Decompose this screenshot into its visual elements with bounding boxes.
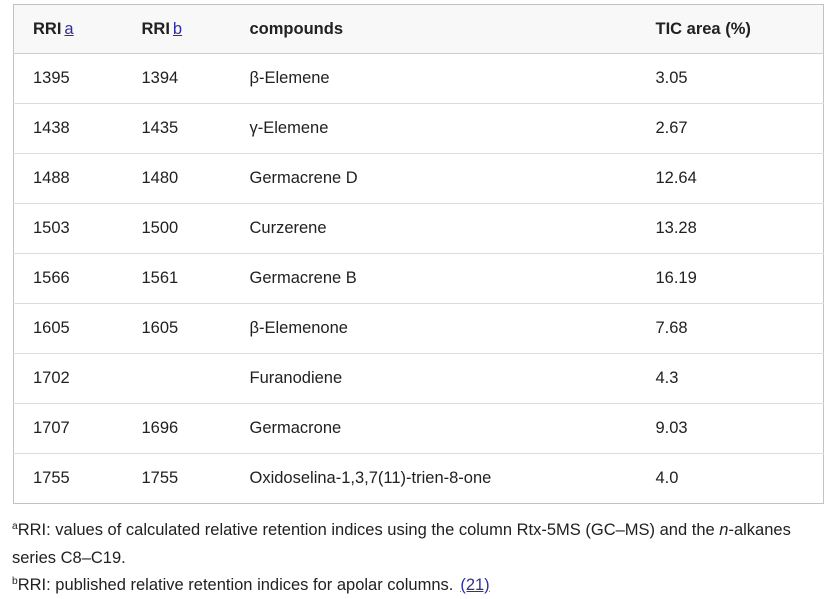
footnote-a-text: RRI: values of calculated relative reten… xyxy=(17,521,720,539)
cell-tic-area: 13.28 xyxy=(636,203,824,254)
footnote-a-text-end: -alkanes series C8–C19. xyxy=(12,521,791,567)
cell-rri-b: 1435 xyxy=(122,103,231,154)
header-rri-a-label: RRI xyxy=(33,19,62,38)
cell-tic-area: 7.68 xyxy=(636,303,824,354)
reference-link-21[interactable]: (21) xyxy=(460,576,490,594)
footnote-b-text: RRI: published relative retention indice… xyxy=(17,576,454,594)
cell-rri-b xyxy=(122,353,231,404)
cell-compound: Germacrone xyxy=(230,403,637,454)
cell-rri-b: 1500 xyxy=(122,203,231,254)
cell-rri-a: 1503 xyxy=(13,203,123,254)
cell-compound: Curzerene xyxy=(230,203,637,254)
cell-rri-a: 1566 xyxy=(13,253,123,304)
cell-rri-b: 1605 xyxy=(122,303,231,354)
cell-rri-a: 1605 xyxy=(13,303,123,354)
cell-tic-area: 12.64 xyxy=(636,153,824,204)
footnote-a-marker: a xyxy=(12,521,18,532)
cell-rri-a: 1438 xyxy=(13,103,123,154)
cell-rri-a: 1707 xyxy=(13,403,123,454)
cell-compound: Oxidoselina-1,3,7(11)-trien-8-one xyxy=(230,453,637,504)
cell-rri-a: 1488 xyxy=(13,153,123,204)
cell-tic-area: 4.3 xyxy=(636,353,824,404)
table-row: 1605 1605 β-Elemenone 7.68 xyxy=(13,303,824,354)
table-row: 1755 1755 Oxidoselina-1,3,7(11)-trien-8-… xyxy=(13,453,824,504)
table-row: 1395 1394 β-Elemene 3.05 xyxy=(13,53,824,104)
cell-rri-a: 1395 xyxy=(13,53,123,104)
footnote-a-italic-n: n xyxy=(719,521,729,539)
header-rri-b-label: RRI xyxy=(141,19,170,38)
table-row: 1503 1500 Curzerene 13.28 xyxy=(13,203,824,254)
table-header-row: RRI a RRI b compounds TIC area (%) xyxy=(13,4,824,54)
footnotes: aRRI: values of calculated relative rete… xyxy=(12,517,824,599)
footnote-link-a[interactable]: a xyxy=(64,19,74,38)
footnote-b: bRRI: published relative retention indic… xyxy=(12,572,824,599)
cell-rri-b: 1561 xyxy=(122,253,231,304)
cell-rri-a: 1702 xyxy=(13,353,123,404)
cell-tic-area: 16.19 xyxy=(636,253,824,304)
cell-tic-area: 2.67 xyxy=(636,103,824,154)
cell-tic-area: 9.03 xyxy=(636,403,824,454)
cell-rri-a: 1755 xyxy=(13,453,123,504)
header-compounds: compounds xyxy=(230,4,637,54)
cell-compound: Furanodiene xyxy=(230,353,637,404)
table-row: 1488 1480 Germacrene D 12.64 xyxy=(13,153,824,204)
cell-compound: Germacrene B xyxy=(230,253,637,304)
footnote-link-b[interactable]: b xyxy=(172,19,183,38)
header-rri-a: RRI a xyxy=(13,4,123,54)
cell-rri-b: 1755 xyxy=(122,453,231,504)
cell-rri-b: 1394 xyxy=(122,53,231,104)
footnote-a: aRRI: values of calculated relative rete… xyxy=(12,517,824,572)
cell-rri-b: 1480 xyxy=(122,153,231,204)
cell-compound: γ-Elemene xyxy=(230,103,637,154)
footnote-b-marker: b xyxy=(12,576,18,587)
cell-tic-area: 4.0 xyxy=(636,453,824,504)
table-row: 1438 1435 γ-Elemene 2.67 xyxy=(13,103,824,154)
table-row: 1707 1696 Germacrone 9.03 xyxy=(13,403,824,454)
cell-compound: β-Elemene xyxy=(230,53,637,104)
cell-tic-area: 3.05 xyxy=(636,53,824,104)
header-tic-area: TIC area (%) xyxy=(636,4,824,54)
table-row: 1702 Furanodiene 4.3 xyxy=(13,353,824,404)
compounds-table: RRI a RRI b compounds TIC area (%) 1395 13… xyxy=(13,4,824,504)
cell-rri-b: 1696 xyxy=(122,403,231,454)
cell-compound: Germacrene D xyxy=(230,153,637,204)
cell-compound: β-Elemenone xyxy=(230,303,637,354)
header-rri-b: RRI b xyxy=(122,4,231,54)
table-row: 1566 1561 Germacrene B 16.19 xyxy=(13,253,824,304)
